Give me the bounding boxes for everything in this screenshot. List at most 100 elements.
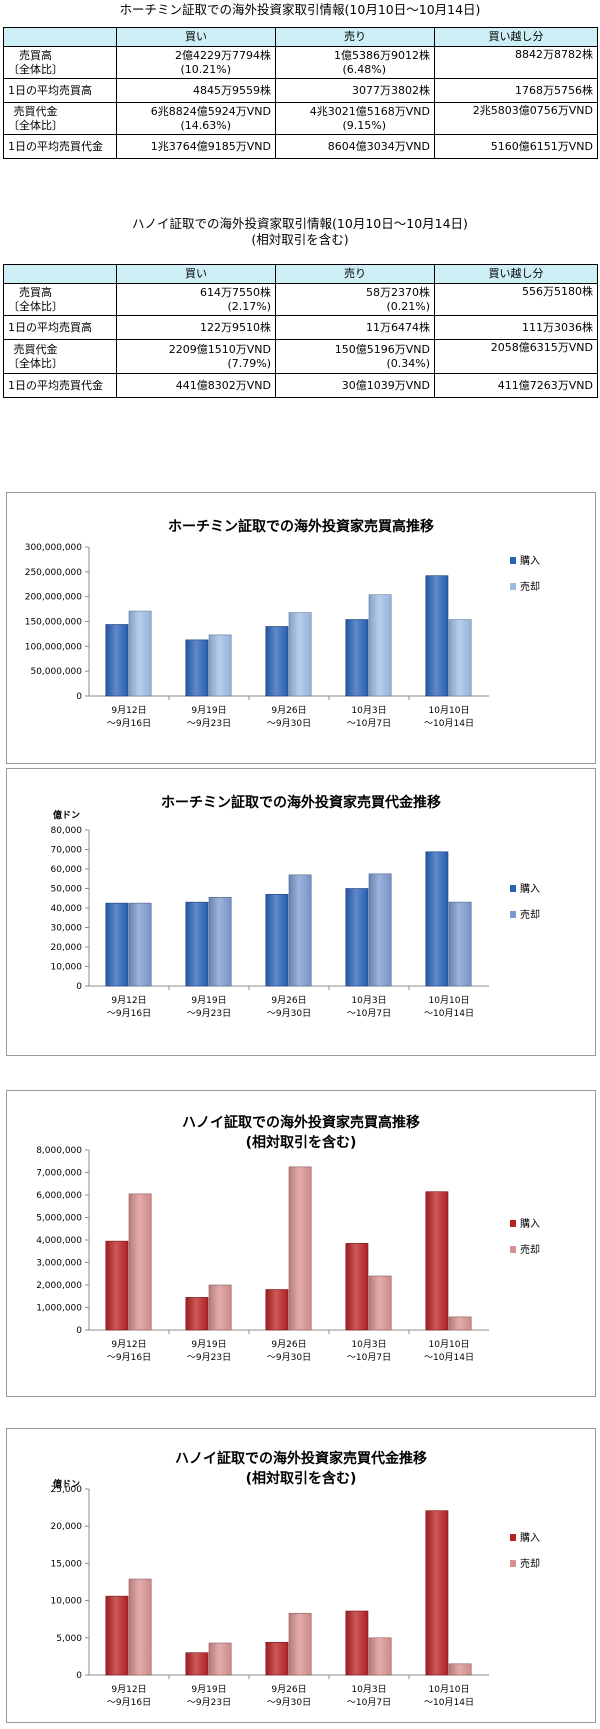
y-tick-label: 8,000,000 [36, 1146, 82, 1156]
bar-売却 [288, 1166, 312, 1331]
legend-label: 購入 [520, 1531, 540, 1544]
x-category-label: ～9月23日 [187, 1697, 231, 1708]
y-tick-label: 25,000 [51, 1485, 83, 1495]
legend-swatch [510, 1220, 516, 1227]
bar-売却 [208, 634, 232, 697]
legend-swatch [510, 885, 516, 892]
y-tick-label: 200,000,000 [25, 593, 83, 603]
bar-売却 [368, 873, 392, 987]
legend-label: 売却 [520, 908, 540, 921]
bar-購入 [265, 1289, 289, 1331]
legend-label: 購入 [520, 882, 540, 895]
row-label: 売買高 〔全体比〕 [3, 283, 117, 316]
y-tick-label: 4,000,000 [36, 1236, 82, 1246]
header-cell: 買い越し分 [434, 27, 598, 47]
x-category-label: 9月19日 [191, 705, 226, 716]
x-category-label: ～9月23日 [187, 718, 231, 729]
hcm-value-chart: ホーチミン証取での海外投資家売買代金推移 億ドン 0 10,000 20,000 30,0… [6, 768, 596, 1056]
hanoi-volume-chart: ハノイ証取での海外投資家売買高推移 (相対取引を含む) 0 1,000,000 2,00… [6, 1090, 596, 1397]
hcm-table-title: ホーチミン証取での海外投資家取引情報(10月10日～10月14日) [119, 2, 481, 17]
table-row: 売買高 〔全体比〕 614万7550株 (2.17%) 58万2370株 (0.21%… [3, 283, 598, 316]
x-category-label: 10月3日 [351, 705, 386, 716]
x-category-label: ～10月7日 [347, 1352, 391, 1363]
table-row: 売買代金 〔全体比〕 6兆8824億5924万VND (14.63%) 4兆3021… [3, 102, 598, 135]
header-cell [3, 264, 117, 284]
row-label: 1日の平均売買代金 [3, 134, 117, 159]
y-tick-label: 0 [76, 982, 82, 992]
bar-購入 [265, 626, 289, 697]
bar-購入 [105, 902, 129, 987]
y-tick-label: 10,000 [51, 963, 83, 973]
y-tick-label: 7,000,000 [36, 1169, 82, 1179]
y-axis-unit-label: 億ドン [53, 1478, 80, 1490]
x-category-label: 10月3日 [351, 1684, 386, 1695]
bar-購入 [265, 1641, 289, 1676]
buy-cell: 2億4229万7794株 (10.21%) [116, 46, 276, 79]
bar-売却 [288, 612, 312, 697]
x-category-label: 9月19日 [191, 995, 226, 1006]
table-row: 1日の平均売買代金 441億8302万VND 30億1039万VND 411億7… [3, 373, 598, 398]
x-category-label: ～10月14日 [424, 1352, 474, 1363]
header-cell: 買い [116, 264, 276, 284]
sell-cell: 11万6474株 [275, 315, 435, 340]
bar-購入 [345, 1610, 369, 1676]
bar-売却 [368, 1637, 392, 1676]
y-tick-label: 20,000 [51, 943, 83, 953]
hcm-info-table: 買い 売り 買い越し分 売買高 〔全体比〕 2億4229万7794株 (10.21%… [3, 27, 598, 159]
x-category-label: 9月12日 [111, 1684, 146, 1695]
bar-購入 [105, 1240, 129, 1331]
hcm-volume-chart-svg: ホーチミン証取での海外投資家売買高推移 0 50,000,000 100,000,00… [25, 518, 540, 729]
sell-cell: 58万2370株 (0.21%) [275, 283, 435, 316]
x-category-label: 9月19日 [191, 1339, 226, 1350]
y-tick-label: 10,000 [51, 1597, 83, 1607]
bar-購入 [345, 1243, 369, 1331]
x-category-label: 10月10日 [429, 1684, 470, 1695]
sell-cell: 3077万3802株 [275, 78, 435, 103]
x-category-label: ～9月23日 [187, 1008, 231, 1019]
table-row: 1日の平均売買高 4845万9559株 3077万3802株 1768万5756… [3, 78, 598, 103]
hanoi-table-title: ハノイ証取での海外投資家取引情報(10月10日～10月14日) [132, 216, 468, 231]
net-cell: 111万3036株 [434, 315, 598, 340]
sell-cell: 1億5386万9012株 (6.48%) [275, 46, 435, 79]
legend-swatch [510, 583, 516, 590]
bar-売却 [368, 594, 392, 697]
header-cell: 買い越し分 [434, 264, 598, 284]
bar-売却 [448, 901, 472, 987]
row-label: 売買代金 〔全体比〕 [3, 339, 117, 374]
legend-swatch [510, 557, 516, 564]
bar-売却 [288, 874, 312, 987]
y-tick-label: 50,000 [51, 885, 83, 895]
row-label: 1日の平均売買高 [3, 78, 117, 103]
table-row: 売買代金 〔全体比〕 2209億1510万VND (7.79%) 150億5196万… [3, 339, 598, 374]
row-label: 売買高 〔全体比〕 [3, 46, 117, 79]
bar-売却 [128, 1578, 152, 1676]
legend-swatch [510, 1534, 516, 1541]
x-category-label: 9月26日 [271, 1684, 306, 1695]
bar-購入 [185, 1652, 209, 1676]
bar-購入 [265, 894, 289, 987]
bar-購入 [105, 1595, 129, 1676]
bar-購入 [425, 1510, 449, 1676]
x-category-label: ～9月16日 [107, 1008, 151, 1019]
x-category-label: 9月19日 [191, 1684, 226, 1695]
x-category-label: ～10月7日 [347, 1697, 391, 1708]
y-tick-label: 30,000 [51, 924, 83, 934]
net-cell: 8842万8782株 [434, 46, 598, 79]
x-category-label: 9月12日 [111, 1339, 146, 1350]
y-tick-label: 3,000,000 [36, 1259, 82, 1269]
chart-title: ホーチミン証取での海外投資家売買代金推移 [161, 794, 441, 811]
bar-売却 [288, 1612, 312, 1676]
x-category-label: 9月26日 [271, 705, 306, 716]
y-tick-label: 20,000 [51, 1522, 83, 1532]
x-category-label: ～10月7日 [347, 1008, 391, 1019]
x-category-label: ～9月30日 [267, 1697, 311, 1708]
y-tick-label: 40,000 [51, 904, 83, 914]
bar-購入 [425, 1191, 449, 1331]
hanoi-volume-chart-svg: ハノイ証取での海外投資家売買高推移 (相対取引を含む) 0 1,000,000 2,00… [36, 1114, 540, 1363]
y-tick-label: 0 [76, 1671, 82, 1681]
buy-cell: 4845万9559株 [116, 78, 276, 103]
x-category-label: ～10月14日 [424, 1008, 474, 1019]
bar-売却 [448, 1316, 472, 1331]
net-cell: 5160億6151万VND [434, 134, 598, 159]
x-category-label: ～10月14日 [424, 718, 474, 729]
